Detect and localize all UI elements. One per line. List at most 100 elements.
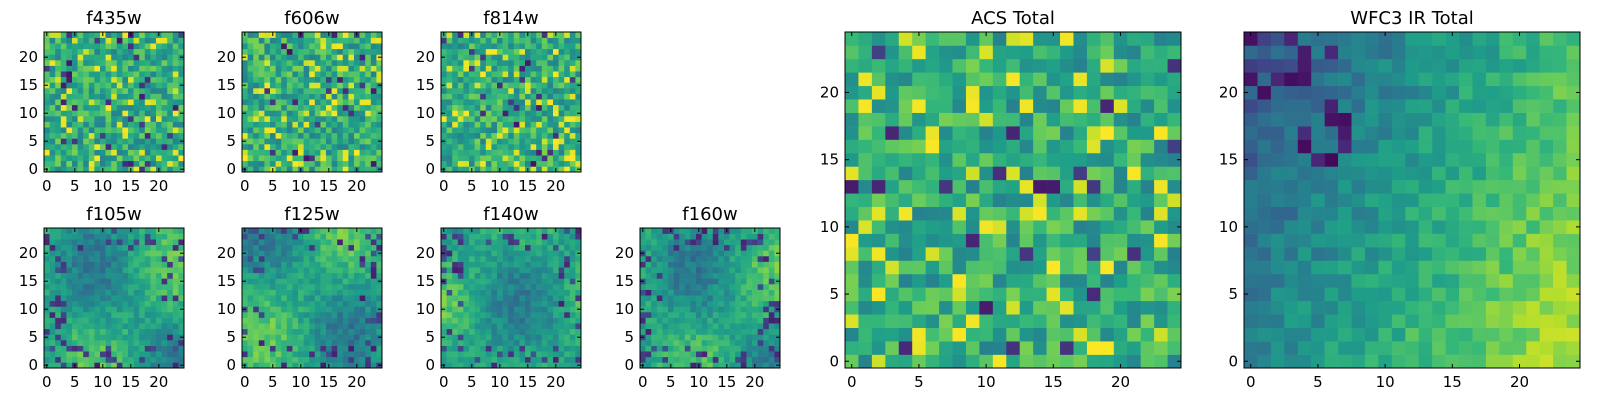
panel-title: f140w: [483, 204, 538, 225]
heatmap-cell: [178, 71, 185, 78]
heatmap-cell: [167, 82, 174, 89]
heatmap-cell: [270, 65, 276, 72]
heatmap-cell: [128, 351, 134, 358]
heatmap-cell: [172, 60, 179, 66]
heatmap-cell: [696, 340, 702, 346]
heatmap-cell: [275, 65, 282, 72]
heatmap-cell: [156, 116, 162, 122]
heatmap-cell: [161, 88, 168, 94]
heatmap-cell: [264, 127, 271, 134]
heatmap-cell: [144, 166, 151, 173]
heatmap-cell: [365, 166, 372, 173]
heatmap-cell: [513, 312, 520, 318]
heatmap-cell: [547, 267, 554, 274]
heatmap-cell: [150, 132, 157, 139]
heatmap-cell: [508, 261, 515, 268]
heatmap-cell: [558, 166, 565, 173]
heatmap-cell: [541, 76, 548, 83]
heatmap-cell: [696, 239, 702, 246]
heatmap-cell: [564, 244, 571, 251]
heatmap-cell: [541, 48, 548, 55]
heatmap-cell: [281, 244, 288, 251]
heatmap-cell: [558, 340, 565, 346]
heatmap-cell: [485, 104, 492, 111]
heatmap-cell: [508, 300, 515, 307]
heatmap-cell: [992, 341, 1007, 355]
heatmap-cell: [172, 233, 179, 240]
heatmap-cell: [139, 93, 146, 100]
heatmap-cell: [1127, 273, 1141, 288]
heatmap-cell: [463, 155, 470, 162]
heatmap-cell: [156, 356, 162, 363]
heatmap-cell: [763, 328, 770, 335]
heatmap-cell: [536, 138, 543, 145]
heatmap-cell: [72, 127, 78, 134]
heatmap-cell: [83, 284, 90, 290]
heatmap-cell: [348, 323, 355, 330]
heatmap-cell: [320, 340, 327, 346]
heatmap-cell: [359, 272, 366, 279]
heatmap-cell: [116, 82, 123, 89]
heatmap-cell: [662, 250, 669, 257]
heatmap-cell: [752, 340, 758, 346]
heatmap-cell: [144, 239, 151, 246]
heatmap-cell: [253, 340, 260, 346]
heatmap-cell: [44, 328, 50, 335]
heatmap-cell: [144, 289, 151, 296]
heatmap-cell: [77, 312, 84, 318]
heatmap-cell: [530, 233, 537, 240]
heatmap-cell: [452, 43, 459, 50]
heatmap-cell: [161, 76, 168, 83]
heatmap-cell: [474, 300, 481, 307]
heatmap-cell: [547, 76, 554, 83]
heatmap-cell: [558, 250, 565, 257]
heatmap-cell: [553, 239, 559, 246]
heatmap-cell: [452, 356, 459, 363]
heatmap-cell: [320, 65, 327, 72]
heatmap-cell: [768, 356, 775, 363]
heatmap-cell: [1006, 179, 1021, 194]
heatmap-cell: [161, 132, 168, 139]
heatmap-cell: [342, 132, 349, 139]
heatmap-cell: [303, 244, 310, 251]
heatmap-cell: [1140, 179, 1155, 194]
heatmap-cell: [77, 239, 84, 246]
heatmap-cell: [757, 272, 764, 279]
heatmap-cell: [485, 121, 492, 128]
heatmap-cell: [331, 295, 338, 302]
heatmap-cell: [309, 71, 316, 78]
heatmap-cell: [474, 110, 481, 117]
heatmap-cell: [275, 228, 282, 234]
heatmap-cell: [116, 300, 123, 307]
heatmap-cell: [348, 43, 355, 50]
heatmap-cell: [485, 312, 492, 318]
heatmap-cell: [365, 228, 372, 234]
heatmap-cell: [281, 127, 288, 134]
heatmap-cell: [547, 32, 554, 38]
heatmap-cell: [474, 48, 481, 55]
heatmap-cell: [60, 306, 67, 313]
heatmap-cell: [965, 314, 980, 328]
heatmap-cell: [66, 32, 73, 38]
heatmap-cell: [569, 155, 576, 162]
heatmap-cell: [575, 65, 582, 72]
heatmap-cell: [452, 60, 459, 66]
heatmap-cell: [898, 193, 913, 208]
heatmap-cell: [1167, 220, 1182, 234]
heatmap-cell: [264, 323, 271, 330]
heatmap-cell: [258, 82, 265, 89]
heatmap-cell: [553, 160, 559, 167]
heatmap-cell: [331, 48, 338, 55]
heatmap-cell: [111, 60, 118, 66]
heatmap-cell: [281, 37, 288, 44]
heatmap-cell: [718, 244, 725, 251]
heatmap-cell: [845, 260, 859, 275]
heatmap-cell: [457, 132, 464, 139]
heatmap-cell: [326, 233, 332, 240]
heatmap-cell: [446, 76, 453, 83]
heatmap-cell: [774, 351, 781, 358]
heatmap-cell: [275, 138, 282, 145]
heatmap-cell: [354, 93, 360, 100]
heatmap-cell: [952, 233, 967, 248]
